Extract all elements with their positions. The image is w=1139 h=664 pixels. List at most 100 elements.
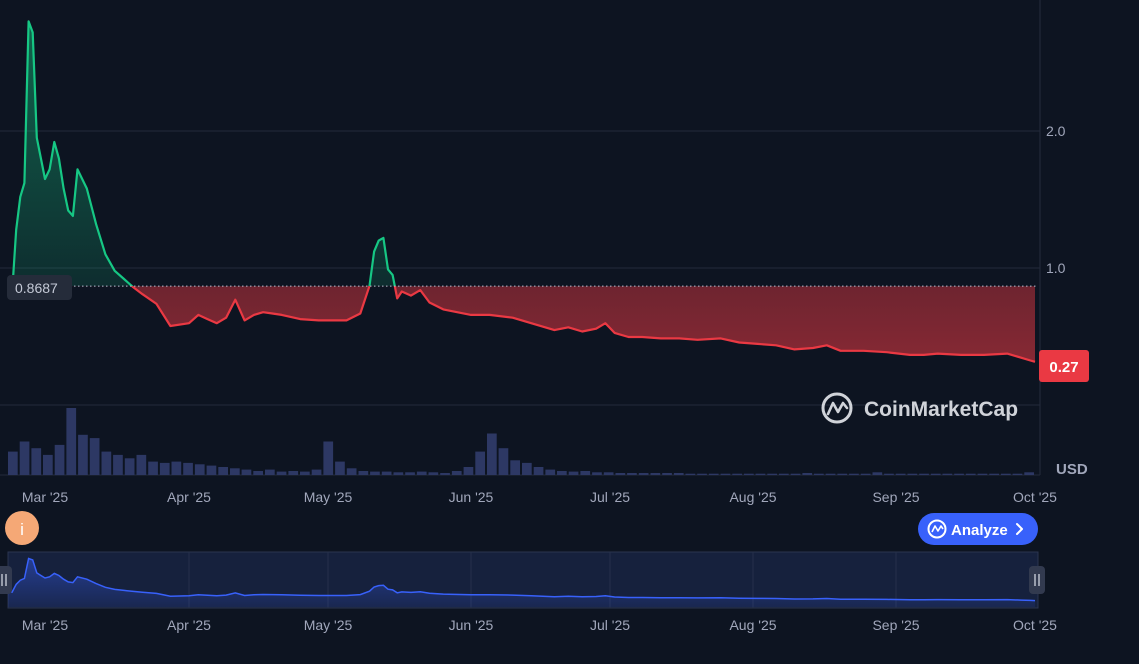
volume-bar xyxy=(405,472,415,475)
volume-bar xyxy=(323,441,334,475)
volume-bar xyxy=(381,471,392,475)
volume-bar xyxy=(253,471,263,475)
volume-bar xyxy=(428,472,439,475)
volume-bar xyxy=(300,471,310,475)
navigator-right-handle[interactable] xyxy=(1029,566,1045,594)
range-navigator[interactable] xyxy=(0,551,1045,609)
volume-bar xyxy=(54,444,65,476)
volume-bar xyxy=(767,473,777,475)
currency-label: USD xyxy=(1056,461,1088,478)
volume-bar xyxy=(895,473,906,475)
volume-bar xyxy=(78,434,88,475)
volume-bar xyxy=(884,473,894,475)
volume-bar xyxy=(989,473,999,475)
coinmarketcap-watermark: CoinMarketCap xyxy=(821,392,1018,424)
x-tick-label: Jul '25 xyxy=(590,489,630,505)
volume-bar xyxy=(19,441,30,475)
price-series xyxy=(7,20,1038,363)
volume-bar xyxy=(218,467,228,475)
volume-bar xyxy=(241,469,252,475)
volume-bar xyxy=(919,473,929,475)
volume-bar xyxy=(171,461,182,475)
volume-bar xyxy=(265,469,275,475)
volume-bar xyxy=(370,471,380,475)
volume-bar xyxy=(43,454,53,475)
volume-bar xyxy=(744,473,754,475)
volume-bar xyxy=(136,454,147,475)
volume-bar xyxy=(965,473,976,475)
volume-bar xyxy=(159,462,170,475)
info-icon: i xyxy=(20,520,24,539)
volume-bar xyxy=(276,471,287,475)
volume-bar xyxy=(510,460,520,475)
volume-bar xyxy=(837,473,848,475)
volume-bar xyxy=(206,465,217,475)
volume-bar xyxy=(592,472,602,475)
volume-bar xyxy=(66,408,77,475)
y-tick-label: 1.0 xyxy=(1046,260,1066,276)
volume-bar xyxy=(463,467,474,475)
volume-bar xyxy=(568,471,579,475)
volume-bar xyxy=(673,473,684,475)
analyze-button[interactable]: Analyze xyxy=(918,513,1038,545)
x-tick-label: Mar '25 xyxy=(22,617,68,633)
navigator-left-handle[interactable] xyxy=(0,566,12,594)
volume-bar xyxy=(580,471,591,475)
volume-bar xyxy=(533,467,544,475)
volume-bar xyxy=(615,473,626,475)
volume-bar xyxy=(720,473,731,475)
volume-bar xyxy=(230,468,240,475)
price-line-above-baseline xyxy=(7,20,396,287)
volume-bar xyxy=(1024,472,1034,475)
volume-bar xyxy=(860,473,871,475)
volume-bar xyxy=(183,462,193,475)
x-tick-label: Jul '25 xyxy=(590,617,630,633)
volume-bar xyxy=(732,473,742,475)
volume-bar xyxy=(779,473,789,475)
volume-bar xyxy=(662,473,672,475)
volume-bar xyxy=(603,472,614,475)
navigator-line xyxy=(7,557,1036,602)
coinmarketcap-logo-icon xyxy=(821,392,853,424)
x-tick-label: Oct '25 xyxy=(1013,489,1057,505)
x-tick-label: May '25 xyxy=(304,617,353,633)
x-tick-label: Sep '25 xyxy=(872,617,919,633)
volume-bar xyxy=(942,473,953,475)
last-price-badge: 0.27 xyxy=(1039,350,1089,382)
volume-bar xyxy=(416,471,427,475)
volume-bar xyxy=(393,472,404,475)
volume-bar xyxy=(954,473,964,475)
x-tick-label: May '25 xyxy=(304,489,353,505)
volume-bar xyxy=(708,473,719,475)
volume-bar xyxy=(814,473,824,475)
volume-bar xyxy=(475,451,485,475)
volume-bar xyxy=(335,461,345,475)
volume-bars xyxy=(8,408,1034,476)
volume-bar xyxy=(930,473,941,475)
y-tick-label: 2.0 xyxy=(1046,123,1066,139)
volume-bar xyxy=(89,438,100,475)
volume-bar xyxy=(451,471,462,475)
baseline-value: 0.8687 xyxy=(15,280,58,296)
volume-bar xyxy=(907,473,918,475)
volume-bar xyxy=(685,473,696,475)
volume-bar xyxy=(194,464,205,475)
volume-bar xyxy=(557,471,567,475)
volume-bar xyxy=(755,473,766,475)
info-marker[interactable]: i xyxy=(5,511,39,545)
last-price-value: 0.27 xyxy=(1049,359,1078,376)
volume-bar xyxy=(977,473,988,475)
volume-bar xyxy=(358,471,369,475)
volume-bar xyxy=(802,473,813,475)
x-tick-label: Apr '25 xyxy=(167,489,211,505)
volume-bar xyxy=(872,472,883,475)
volume-bar xyxy=(487,433,497,475)
volume-bar xyxy=(346,468,357,475)
x-tick-label: Sep '25 xyxy=(872,489,919,505)
volume-bar xyxy=(627,473,637,475)
x-tick-label: Apr '25 xyxy=(167,617,211,633)
x-tick-label: Oct '25 xyxy=(1013,617,1057,633)
volume-bar xyxy=(849,473,859,475)
volume-bar xyxy=(498,448,509,475)
ai-analyze-icon xyxy=(927,519,947,539)
